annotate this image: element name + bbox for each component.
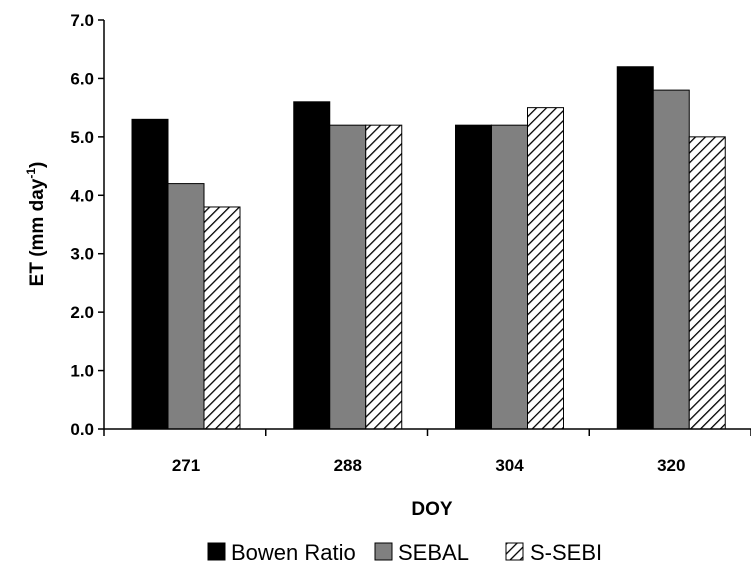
bar-sebal-288 bbox=[329, 124, 367, 430]
bar-s-sebi-271 bbox=[203, 206, 241, 430]
legend-swatch bbox=[505, 542, 524, 561]
y-tick-label: 3.0 bbox=[70, 245, 94, 264]
bar-sebal-320 bbox=[652, 89, 690, 430]
legend-swatch bbox=[207, 542, 226, 561]
bar-s-sebi-288 bbox=[365, 124, 403, 430]
bar-sebal-271 bbox=[167, 183, 205, 430]
x-tick-label: 320 bbox=[657, 456, 685, 475]
bar-s-sebi-320 bbox=[688, 136, 726, 430]
y-tick-label: 1.0 bbox=[70, 362, 94, 381]
legend-label: Bowen Ratio bbox=[231, 540, 356, 565]
bar-bowen-ratio-271 bbox=[131, 118, 169, 430]
legend: Bowen Ratio SEBAL S-SEBI bbox=[207, 540, 602, 565]
bar-bowen-ratio-288 bbox=[293, 101, 331, 430]
y-tick-label: 5.0 bbox=[70, 128, 94, 147]
y-tick-label: 4.0 bbox=[70, 186, 94, 205]
bar-sebal-304 bbox=[491, 124, 528, 430]
y-axis-ticks: 0.0 1.0 2.0 3.0 4.0 5.0 6.0 7.0 bbox=[70, 11, 104, 439]
bar-bowen-ratio-304 bbox=[455, 124, 492, 430]
x-tick-label: 271 bbox=[172, 456, 200, 475]
bar-s-sebi-304 bbox=[527, 107, 564, 430]
y-tick-label: 6.0 bbox=[70, 69, 94, 88]
bar-bowen-ratio-320 bbox=[616, 66, 654, 430]
y-tick-label: 0.0 bbox=[70, 420, 94, 439]
x-axis-ticks: 271 288 304 320 bbox=[103, 429, 751, 475]
x-tick-label: 304 bbox=[495, 456, 524, 475]
y-axis-title-main: ET (mm day bbox=[27, 178, 48, 286]
y-tick-label: 7.0 bbox=[70, 11, 94, 30]
y-axis-title-end: ) bbox=[27, 162, 48, 168]
x-tick-label: 288 bbox=[334, 456, 362, 475]
y-axis-title: ET (mm day-1) bbox=[24, 162, 48, 287]
y-tick-label: 2.0 bbox=[70, 303, 94, 322]
bars bbox=[131, 66, 726, 430]
legend-label: S-SEBI bbox=[530, 540, 602, 565]
legend-swatch bbox=[374, 542, 393, 561]
y-axis-title-superscript: -1 bbox=[24, 168, 38, 179]
x-axis-title: DOY bbox=[411, 499, 453, 520]
legend-label: SEBAL bbox=[398, 540, 469, 565]
